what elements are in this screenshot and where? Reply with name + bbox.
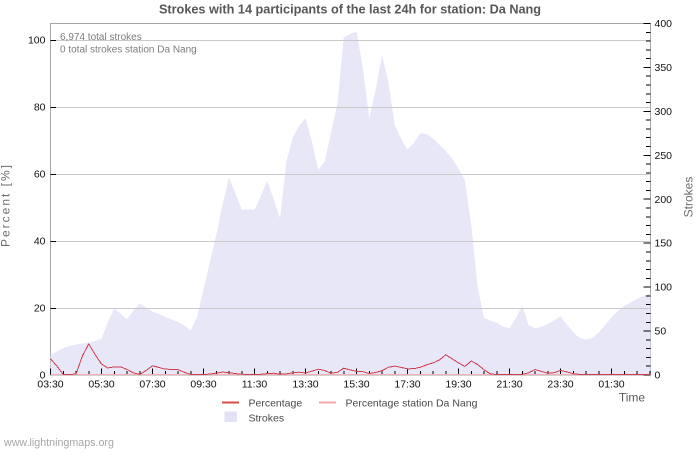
svg-text:07:30: 07:30	[139, 379, 165, 391]
svg-text:09:30: 09:30	[190, 379, 216, 391]
svg-text:23:30: 23:30	[547, 379, 573, 391]
svg-text:Percentage station Da Nang: Percentage station Da Nang	[346, 398, 478, 410]
svg-text:05:30: 05:30	[88, 379, 114, 391]
svg-text:11:30: 11:30	[242, 379, 268, 391]
svg-text:60: 60	[34, 169, 46, 181]
svg-text:Time: Time	[619, 391, 646, 405]
svg-text:21:30: 21:30	[496, 379, 522, 391]
svg-text:Strokes: Strokes	[249, 413, 285, 425]
svg-text:300: 300	[655, 106, 673, 118]
svg-text:40: 40	[34, 236, 46, 248]
svg-text:Strokes: Strokes	[682, 177, 696, 218]
svg-text:400: 400	[655, 18, 673, 30]
svg-text:www.lightningmaps.org: www.lightningmaps.org	[3, 437, 114, 449]
svg-text:19:30: 19:30	[445, 379, 471, 391]
svg-text:6,974 total strokes: 6,974 total strokes	[60, 32, 142, 43]
svg-text:Percent [%]: Percent [%]	[0, 163, 13, 247]
svg-text:0: 0	[655, 370, 661, 382]
svg-text:100: 100	[28, 35, 46, 47]
svg-text:350: 350	[655, 62, 673, 74]
svg-text:Strokes with 14 participants o: Strokes with 14 participants of the last…	[159, 3, 541, 17]
svg-text:Percentage: Percentage	[249, 398, 303, 410]
svg-text:50: 50	[655, 326, 667, 338]
svg-text:100: 100	[655, 282, 673, 294]
svg-text:03:30: 03:30	[37, 379, 63, 391]
svg-text:0: 0	[40, 370, 46, 382]
svg-text:17:30: 17:30	[394, 379, 420, 391]
svg-text:80: 80	[34, 102, 46, 114]
svg-text:250: 250	[655, 150, 673, 162]
svg-text:15:30: 15:30	[343, 379, 369, 391]
svg-text:150: 150	[655, 238, 673, 250]
svg-text:13:30: 13:30	[292, 379, 318, 391]
svg-text:20: 20	[34, 303, 46, 315]
svg-text:200: 200	[655, 194, 673, 206]
svg-text:0 total strokes station Da Nan: 0 total strokes station Da Nang	[60, 45, 197, 56]
svg-text:01:30: 01:30	[598, 379, 624, 391]
